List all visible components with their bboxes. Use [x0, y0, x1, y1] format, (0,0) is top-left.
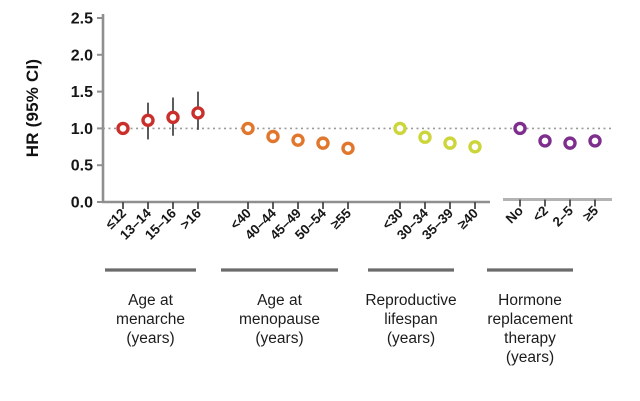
category-tick-label: ≥55 [328, 205, 355, 232]
data-point-marker [316, 136, 330, 150]
data-point-marker [538, 134, 552, 148]
data-point-marker [418, 130, 432, 144]
data-point-marker [588, 134, 602, 148]
y-tick-label: 2.5 [71, 11, 93, 28]
data-point-marker [291, 133, 305, 147]
y-tick-label: 2.0 [71, 47, 93, 64]
data-point-marker [241, 121, 255, 136]
y-tick-label: 1.5 [71, 84, 93, 101]
y-tick-label: 0.5 [71, 158, 93, 175]
group-label: lifespan [384, 311, 437, 328]
y-axis-title: HR (95% CI) [23, 58, 42, 158]
category-tick-label: >16 [177, 205, 204, 232]
data-point-marker [443, 136, 457, 150]
group-label: therapy [504, 330, 556, 347]
data-point-marker [468, 140, 482, 154]
y-tick-label: 1.0 [71, 121, 93, 138]
group-label: Age at [128, 292, 174, 309]
category-tick-label: ≥5 [580, 203, 602, 225]
data-point-marker [166, 110, 180, 125]
data-point-marker [141, 113, 155, 128]
data-point-marker [513, 121, 527, 136]
data-point-marker [393, 121, 407, 136]
category-tick-label: ≥40 [455, 206, 481, 232]
group-label: menopause [239, 311, 320, 328]
y-tick-label: 0.0 [71, 195, 93, 212]
group-label: Reproductive [365, 292, 456, 309]
group-label: Hormone [498, 292, 562, 309]
group-label: (years) [255, 330, 303, 347]
data-point-marker [266, 129, 280, 144]
data-point-marker [116, 121, 130, 136]
data-point-marker [563, 136, 577, 150]
group-label: (years) [126, 330, 174, 347]
data-point-marker [191, 106, 205, 120]
group-label: Age at [257, 292, 303, 309]
group-label: replacement [487, 311, 573, 328]
category-tick-label: No [503, 203, 526, 226]
group-label: (years) [506, 349, 554, 366]
group-label: menarche [116, 311, 185, 328]
group-label: (years) [387, 330, 435, 347]
category-tick-label: 2–5 [550, 203, 577, 230]
category-tick-label: <2 [530, 203, 552, 225]
data-point-marker [341, 141, 355, 155]
